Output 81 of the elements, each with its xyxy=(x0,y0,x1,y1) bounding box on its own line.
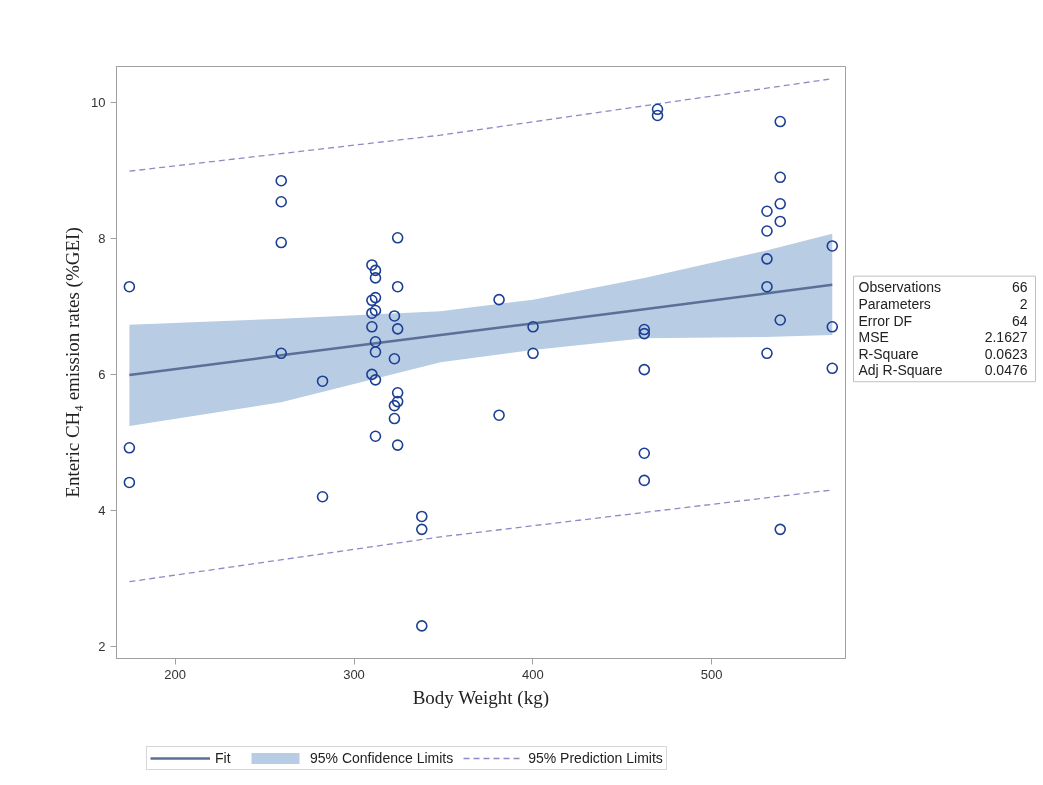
x-axis-title: Body Weight (kg) xyxy=(412,686,550,709)
point xyxy=(388,310,401,322)
point xyxy=(774,523,787,536)
point xyxy=(366,259,378,271)
point xyxy=(651,109,664,122)
point xyxy=(774,171,787,184)
line-series xyxy=(128,283,834,377)
point xyxy=(416,523,428,536)
point xyxy=(391,323,404,335)
point xyxy=(391,231,404,244)
point xyxy=(774,115,787,128)
point xyxy=(761,280,773,293)
point xyxy=(316,490,329,503)
point xyxy=(123,280,136,293)
point xyxy=(638,447,651,460)
y-tick-label: 6 xyxy=(98,366,106,382)
text: Parameters 2 xyxy=(858,296,1028,313)
point xyxy=(275,174,288,187)
point xyxy=(416,510,428,523)
y-tick-label: 4 xyxy=(98,502,106,518)
point xyxy=(527,321,539,333)
point xyxy=(369,304,382,317)
x-tick-label: 300 xyxy=(343,666,365,682)
point xyxy=(493,293,505,306)
point xyxy=(369,430,382,443)
point xyxy=(391,386,404,399)
point xyxy=(493,409,505,421)
y-tick-label: 10 xyxy=(91,95,106,111)
point xyxy=(638,327,651,340)
text: Observations 66 xyxy=(858,279,1028,296)
point xyxy=(774,215,787,228)
point xyxy=(123,442,136,454)
legend-label: 95% Prediction Limits xyxy=(528,750,663,766)
point xyxy=(369,346,382,358)
point xyxy=(369,272,382,284)
point xyxy=(391,439,404,451)
point xyxy=(275,195,288,208)
point xyxy=(391,280,404,293)
point xyxy=(761,205,773,218)
point xyxy=(369,291,382,304)
text: Error DF 64 xyxy=(858,312,1028,329)
point xyxy=(651,103,664,116)
point xyxy=(123,476,136,489)
legend-label: 95% Confidence Limits xyxy=(310,750,454,766)
point xyxy=(527,347,539,360)
point xyxy=(826,240,839,252)
point xyxy=(275,236,288,249)
point xyxy=(366,321,378,333)
point xyxy=(774,314,787,326)
text: R-Square 0.0623 xyxy=(858,345,1028,362)
point xyxy=(638,323,651,336)
point xyxy=(366,368,378,381)
point xyxy=(761,253,773,265)
point xyxy=(366,294,378,307)
point xyxy=(316,375,329,387)
point xyxy=(388,399,401,412)
point xyxy=(761,347,773,360)
text: MSE 2.1627 xyxy=(858,329,1028,346)
point xyxy=(638,363,651,376)
point xyxy=(366,307,378,320)
point xyxy=(761,225,773,237)
text: Adj R-Square 0.0476 xyxy=(858,362,1028,379)
y-tick-label: 2 xyxy=(98,638,106,654)
x-tick-label: 200 xyxy=(164,666,187,682)
point xyxy=(638,474,651,487)
point xyxy=(369,374,382,386)
point xyxy=(416,620,428,632)
point xyxy=(388,352,401,365)
point xyxy=(388,412,401,425)
point xyxy=(774,198,787,210)
point xyxy=(826,362,839,375)
point xyxy=(275,347,288,360)
legend-label: Fit xyxy=(215,750,232,766)
point xyxy=(826,321,839,333)
point xyxy=(391,395,404,408)
x-tick-label: 500 xyxy=(700,666,723,682)
point xyxy=(369,335,382,348)
y-tick-label: 8 xyxy=(98,230,106,246)
y-axis-title: Enteric CH₄ emission rates (%GEI) xyxy=(62,227,85,498)
point xyxy=(369,264,382,277)
x-tick-label: 400 xyxy=(522,666,544,682)
